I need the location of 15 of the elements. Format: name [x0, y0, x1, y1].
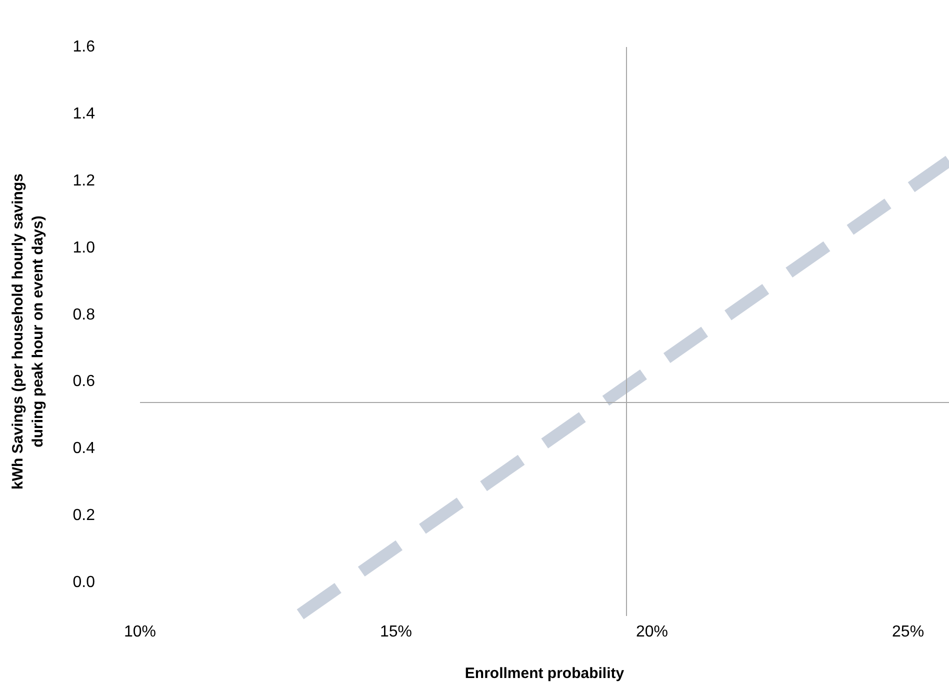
x-tick-label: 15%: [380, 624, 412, 640]
x-tick-label: 25%: [892, 624, 924, 640]
x-tick-label: 20%: [636, 624, 668, 640]
y-tick-label: 0.4: [72, 440, 96, 458]
y-axis-title: kWh Savings (per household hourly savings during peak hour on event days): [10, 174, 46, 490]
y-tick-label: 1.0: [72, 239, 96, 256]
y-tick-label: 0.6: [72, 373, 96, 390]
y-tick-label: 0.2: [72, 507, 96, 524]
y-tick-label: 1.2: [72, 172, 96, 190]
x-tick-label: 10%: [124, 624, 156, 640]
x-axis-title: Enrollment probability: [464, 665, 625, 682]
y-tick-label: 0.8: [72, 306, 96, 324]
y-tick-label: 1.6: [72, 38, 96, 56]
y-tick-label: 0.0: [72, 574, 96, 592]
y-tick-label: 1.4: [72, 105, 96, 122]
